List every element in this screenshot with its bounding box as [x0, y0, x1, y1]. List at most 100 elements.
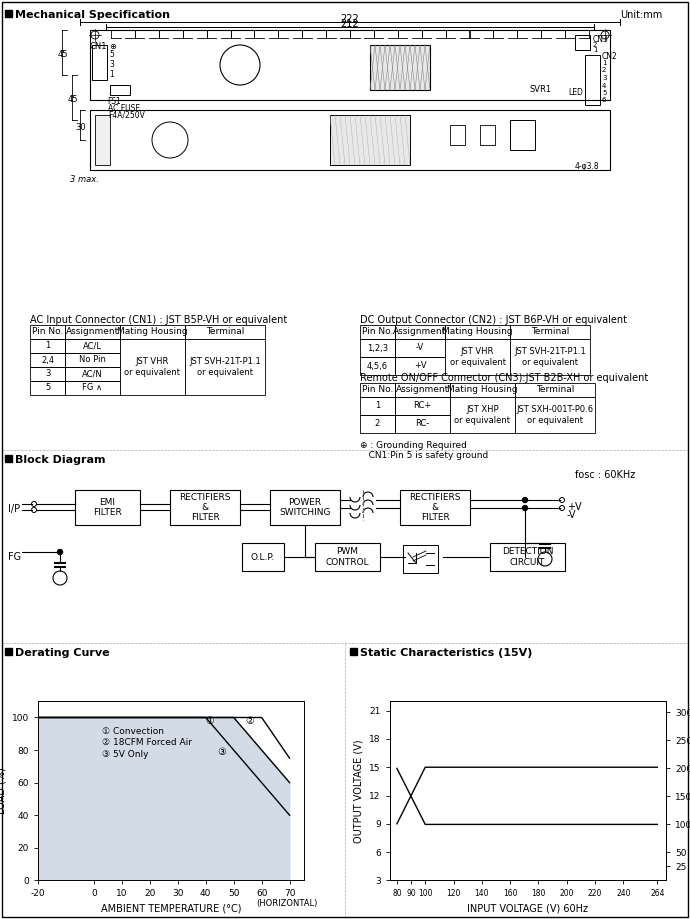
- Bar: [395, 339, 445, 357]
- Text: ②: ②: [245, 716, 254, 726]
- Text: 1: 1: [602, 60, 607, 66]
- Text: No Pin: No Pin: [79, 356, 106, 365]
- Bar: [360, 415, 395, 433]
- Text: 2: 2: [602, 67, 607, 74]
- Circle shape: [522, 505, 527, 510]
- Text: Assignment: Assignment: [396, 385, 449, 394]
- Text: FS1: FS1: [107, 97, 121, 106]
- Bar: [400, 490, 470, 525]
- Bar: [395, 415, 450, 433]
- Text: Unit:mm: Unit:mm: [620, 10, 662, 20]
- Text: 222: 222: [341, 14, 359, 24]
- Text: 1: 1: [45, 342, 50, 350]
- Text: 1: 1: [109, 70, 114, 79]
- Text: JST XHP
or equivalent: JST XHP or equivalent: [455, 405, 511, 425]
- Text: F4A/250V: F4A/250V: [108, 111, 145, 120]
- Bar: [510, 120, 535, 150]
- Bar: [445, 339, 510, 375]
- Text: Pin No.: Pin No.: [32, 327, 63, 336]
- Bar: [120, 339, 185, 395]
- Text: FG ∧: FG ∧: [82, 383, 103, 392]
- Text: ③ 5V Only: ③ 5V Only: [102, 750, 149, 758]
- Text: FG: FG: [8, 552, 21, 562]
- Text: CN3: CN3: [593, 35, 609, 44]
- Text: Mating Housing: Mating Housing: [442, 327, 513, 336]
- Text: Terminal: Terminal: [536, 385, 574, 394]
- Bar: [90, 110, 610, 170]
- Bar: [360, 397, 395, 415]
- Polygon shape: [38, 718, 290, 880]
- Text: 45: 45: [68, 95, 78, 104]
- Text: CN1: CN1: [90, 42, 108, 51]
- Text: Derating Curve: Derating Curve: [15, 648, 110, 658]
- Text: JST VHR
or equivalent: JST VHR or equivalent: [449, 347, 506, 367]
- Bar: [30, 325, 65, 339]
- Text: 3: 3: [109, 60, 114, 69]
- Bar: [30, 367, 65, 381]
- Bar: [90, 30, 610, 100]
- Text: ⊕: ⊕: [109, 42, 116, 51]
- Text: 5: 5: [109, 50, 114, 59]
- Bar: [395, 325, 445, 339]
- Text: POWER
SWITCHING: POWER SWITCHING: [279, 498, 331, 517]
- Bar: [370, 45, 430, 90]
- Bar: [360, 383, 395, 397]
- Text: ⊕ : Grounding Required
   CN1:Pin 5 is safety ground: ⊕ : Grounding Required CN1:Pin 5 is safe…: [360, 441, 489, 460]
- Text: 6: 6: [602, 97, 607, 104]
- Text: RC-: RC-: [415, 419, 430, 428]
- Text: JST SXH-001T-P0.6
or equivalent: JST SXH-001T-P0.6 or equivalent: [516, 405, 593, 425]
- Text: SVR1: SVR1: [530, 85, 552, 94]
- Bar: [510, 339, 590, 375]
- Bar: [510, 325, 590, 339]
- Text: Assignment: Assignment: [393, 327, 446, 336]
- Y-axis label: OUTPUT VOLTAGE (V): OUTPUT VOLTAGE (V): [354, 739, 364, 843]
- Text: Remote ON/OFF Connector (CN3):JST B2B-XH or equivalent: Remote ON/OFF Connector (CN3):JST B2B-XH…: [360, 373, 648, 383]
- Text: JST VHR
or equivalent: JST VHR or equivalent: [124, 357, 181, 377]
- Text: 30: 30: [76, 123, 86, 132]
- Text: RECTIFIERS
&
FILTER: RECTIFIERS & FILTER: [179, 493, 230, 522]
- Bar: [5, 648, 12, 655]
- Text: Assignment: Assignment: [66, 327, 119, 336]
- Bar: [515, 397, 595, 433]
- Text: DC Output Connector (CN2) : JST B6P-VH or equivalent: DC Output Connector (CN2) : JST B6P-VH o…: [360, 315, 627, 325]
- Text: Mating Housing: Mating Housing: [447, 385, 518, 394]
- Text: Terminal: Terminal: [206, 327, 244, 336]
- Bar: [30, 353, 65, 367]
- Bar: [450, 383, 515, 397]
- Text: PWM
CONTROL: PWM CONTROL: [326, 548, 369, 567]
- Text: 4-φ3.8: 4-φ3.8: [575, 162, 600, 171]
- Text: ③: ③: [217, 747, 226, 757]
- Text: 2: 2: [593, 42, 598, 48]
- Text: 3 max.: 3 max.: [70, 175, 99, 184]
- Bar: [490, 543, 565, 571]
- Text: 4,5,6: 4,5,6: [367, 361, 388, 370]
- Circle shape: [522, 497, 527, 503]
- Text: Pin No.: Pin No.: [362, 385, 393, 394]
- Text: 2,4: 2,4: [41, 356, 54, 365]
- Text: 1: 1: [375, 402, 380, 411]
- Bar: [395, 357, 445, 375]
- Text: AC FUSE: AC FUSE: [108, 104, 140, 113]
- Bar: [30, 339, 65, 353]
- Bar: [185, 339, 265, 395]
- Text: Terminal: Terminal: [531, 327, 569, 336]
- X-axis label: INPUT VOLTAGE (V) 60Hz: INPUT VOLTAGE (V) 60Hz: [467, 904, 589, 914]
- Text: Block Diagram: Block Diagram: [15, 455, 106, 465]
- Text: ①: ①: [206, 716, 215, 726]
- Bar: [403, 545, 438, 573]
- Text: fosc : 60KHz: fosc : 60KHz: [575, 470, 635, 480]
- Text: -V: -V: [416, 344, 424, 353]
- Bar: [92, 45, 107, 80]
- Text: -V: -V: [567, 510, 577, 520]
- Bar: [65, 381, 120, 395]
- Text: 5: 5: [602, 90, 607, 96]
- Text: AC/L: AC/L: [83, 342, 102, 350]
- Text: 212: 212: [341, 19, 359, 29]
- Text: 1: 1: [593, 47, 598, 53]
- Bar: [575, 35, 590, 50]
- Text: Static Characteristics (15V): Static Characteristics (15V): [360, 648, 533, 658]
- Bar: [185, 325, 265, 339]
- Text: I/P: I/P: [8, 504, 20, 514]
- Text: 4: 4: [602, 83, 607, 88]
- Text: CN2: CN2: [602, 52, 618, 61]
